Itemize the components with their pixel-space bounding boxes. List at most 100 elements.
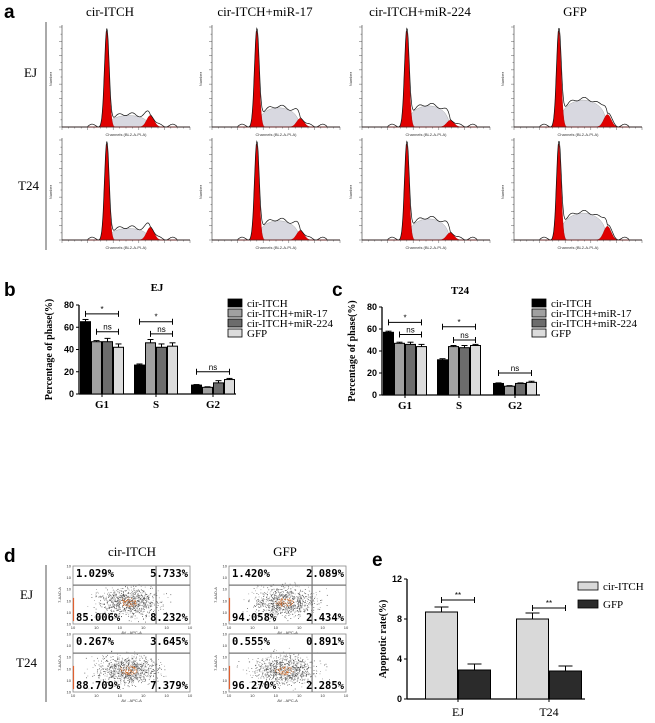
event-dot xyxy=(113,589,114,591)
event-dot xyxy=(256,603,258,605)
event-dot xyxy=(110,672,112,673)
event-dot xyxy=(303,600,304,602)
event-dot xyxy=(283,606,284,608)
y-tick-label: 80 xyxy=(367,302,377,312)
event-dot xyxy=(286,596,288,598)
event-dot xyxy=(306,608,308,609)
event-dot xyxy=(145,670,147,672)
event-dot xyxy=(300,589,301,591)
event-dot xyxy=(113,606,115,608)
event-dot xyxy=(135,667,137,669)
event-dot xyxy=(138,681,139,683)
event-dot xyxy=(121,669,123,671)
event-dot xyxy=(134,599,136,600)
event-dot xyxy=(256,604,258,606)
event-dot xyxy=(132,599,134,601)
event-dot xyxy=(243,599,245,601)
event-dot xyxy=(278,687,280,688)
bar xyxy=(80,321,91,395)
event-dot xyxy=(140,595,141,597)
event-dot xyxy=(158,610,159,611)
event-dot xyxy=(266,669,268,670)
event-dot xyxy=(281,677,283,679)
event-dot xyxy=(128,597,130,599)
bar xyxy=(134,364,145,395)
event-dot xyxy=(305,593,306,594)
event-dot xyxy=(304,665,305,667)
event-dot xyxy=(271,672,272,673)
event-dot xyxy=(118,606,120,607)
event-dot xyxy=(126,677,127,679)
event-dot xyxy=(131,682,132,683)
event-dot xyxy=(158,668,159,670)
row-label-t24: T24 xyxy=(18,178,39,193)
event-dot xyxy=(124,609,125,610)
event-dot xyxy=(108,593,110,595)
event-dot xyxy=(155,664,156,666)
event-dot xyxy=(295,610,297,612)
event-dot xyxy=(85,657,87,659)
quadrant-upper-left: 1.420% xyxy=(232,568,271,580)
event-dot xyxy=(267,672,269,673)
event-dot xyxy=(107,661,109,662)
event-dot xyxy=(113,602,114,604)
event-dot xyxy=(121,590,123,592)
event-dot xyxy=(286,604,288,606)
event-dot xyxy=(124,682,125,684)
event-dot xyxy=(272,683,273,684)
event-dot xyxy=(302,595,304,597)
event-dot xyxy=(104,658,105,659)
event-dot xyxy=(300,595,302,597)
event-dot xyxy=(129,679,131,680)
event-dot xyxy=(149,675,151,676)
event-dot xyxy=(134,660,135,662)
event-dot xyxy=(135,610,137,611)
event-dot xyxy=(117,678,119,679)
event-dot xyxy=(98,602,100,604)
event-dot xyxy=(275,661,276,662)
event-dot xyxy=(143,604,145,606)
event-dot xyxy=(286,607,288,609)
event-dot xyxy=(291,613,293,615)
event-dot xyxy=(146,598,148,600)
event-dot xyxy=(109,595,111,597)
event-dot xyxy=(285,595,287,597)
g1-peak xyxy=(62,30,190,128)
event-dot xyxy=(103,681,104,683)
event-dot xyxy=(292,681,294,683)
event-dot xyxy=(276,661,277,662)
event-dot xyxy=(289,672,291,673)
event-dot xyxy=(126,606,128,607)
bar xyxy=(102,341,113,395)
event-dot xyxy=(290,601,292,603)
event-dot xyxy=(275,665,276,667)
event-dot xyxy=(132,662,134,664)
event-dot xyxy=(121,676,123,678)
event-dot xyxy=(270,654,272,656)
event-dot xyxy=(139,670,141,671)
event-dot xyxy=(145,604,146,605)
event-dot xyxy=(282,679,283,681)
event-dot xyxy=(288,647,290,649)
event-dot xyxy=(127,676,129,678)
event-dot xyxy=(114,670,116,672)
event-dot xyxy=(139,597,140,599)
event-dot xyxy=(137,671,139,673)
event-dot xyxy=(294,661,296,662)
event-dot xyxy=(144,660,145,661)
event-dot xyxy=(123,601,125,603)
x-tick-label: 10 xyxy=(118,693,123,698)
event-dot xyxy=(298,593,300,595)
event-dot xyxy=(139,602,141,604)
event-dot xyxy=(293,602,295,603)
event-dot xyxy=(303,597,305,599)
event-dot xyxy=(271,603,273,604)
event-dot xyxy=(276,665,277,666)
event-dot xyxy=(117,610,118,611)
event-dot xyxy=(111,672,113,674)
event-dot xyxy=(125,596,126,598)
significance-bracket xyxy=(150,330,173,337)
event-dot xyxy=(286,592,288,593)
event-dot xyxy=(120,681,121,683)
event-dot xyxy=(136,666,138,668)
